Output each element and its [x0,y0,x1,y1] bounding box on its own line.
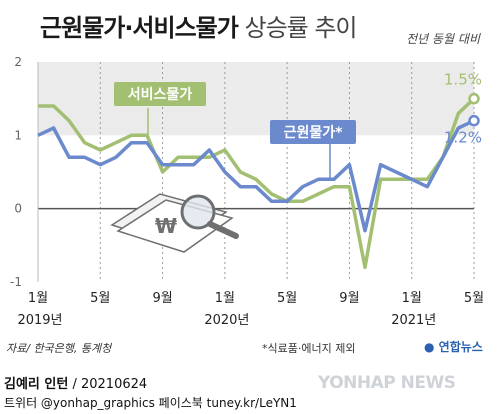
x-year-label: 2020년 [204,313,249,328]
x-tick-label: 1월 [402,291,422,306]
footnote: *식료품·에너지 제외 [262,342,356,355]
core-label: 근원물가* [284,125,344,141]
unit-label: 전년 동월 대비 [406,32,480,46]
core-label-box [270,120,356,144]
core-end-point [468,114,480,127]
x-tick-label: 1월 [28,291,48,306]
logo-text: 연합뉴스 [438,340,483,354]
service-end-point [468,92,480,105]
y-tick-label: 1 [14,128,22,142]
x-tick-label: 5월 [90,291,110,306]
watermark: YONHAP NEWS [318,373,456,393]
title-sub: 상승률 추이 [244,14,357,42]
yonhap-logo: ● 연합뉴스 [424,340,483,354]
service-price-line [38,97,476,270]
credit-date: / 20210624 [72,377,148,392]
x-year-label: 2021년 [391,313,436,328]
service-end-label: 1.5% [444,71,482,89]
x-tick-label: 5월 [277,291,297,306]
credit-line-1: 김예리 인턴 / 20210624 [4,373,147,392]
x-tick-label: 9월 [339,291,359,306]
x-tick-label: 9월 [152,291,172,306]
x-tick-label: 5월 [464,291,484,306]
y-tick-label: -1 [10,275,22,289]
core-end-label: 1.2% [444,129,482,147]
source-note: 자료/ 한국은행, 통계청 [6,342,112,355]
won-money-magnifier-icon: ₩ [110,193,239,253]
title-main: 근원물가·서비스물가 [40,14,239,42]
service-label-box [114,82,206,106]
service-label: 서비스물가 [128,87,193,103]
y-tick-label: 2 [14,55,22,69]
credit-line-2: 트위터 @yonhap_graphics 페이스북 tuney.kr/LeYN1 [4,396,297,410]
page-title: 근원물가·서비스물가 상승률 추이 [40,8,358,43]
x-tick-label: 1월 [215,291,235,306]
svg-text:₩: ₩ [155,214,177,238]
y-tick-label: 0 [14,202,22,216]
core-price-line [37,119,475,233]
x-year-label: 2019년 [17,313,62,328]
credit-name: 김예리 인턴 [4,377,69,392]
shaded-band [38,62,474,136]
